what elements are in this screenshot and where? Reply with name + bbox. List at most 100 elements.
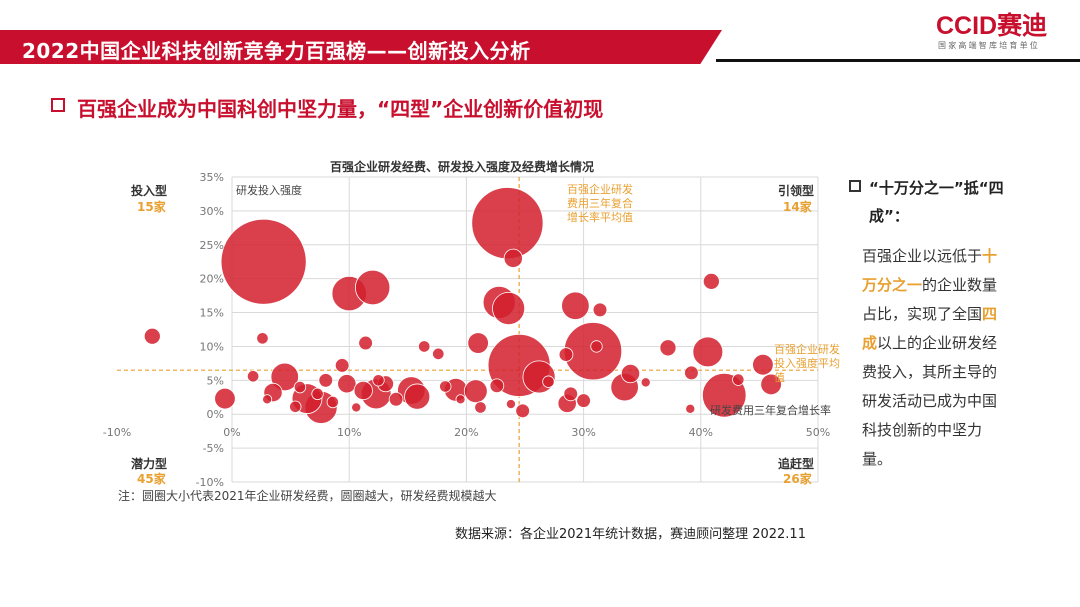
bubble-point — [311, 387, 324, 401]
quadrant-bottom-left-label: 潜力型 — [131, 457, 168, 471]
quadrant-bottom-right-count: 26家 — [783, 472, 812, 486]
header-band — [0, 30, 722, 64]
quadrant-top-right-count: 14家 — [783, 200, 812, 214]
bubble-point — [692, 336, 724, 368]
panel-title: “十万分之一”抵“四成”： — [869, 179, 1004, 225]
quadrant-top-left-label: 投入型 — [131, 184, 168, 198]
bubble-point — [337, 374, 357, 394]
panel-bullet-icon — [849, 180, 861, 192]
data-source: 数据来源：各企业2021年统计数据，赛迪顾问整理 2022.11 — [455, 527, 806, 542]
ccid-logo: CCID赛迪 — [936, 12, 1048, 40]
quadrant-top-right-label: 引领型 — [778, 184, 815, 198]
bubble-point — [256, 332, 269, 345]
bubble-point — [685, 403, 696, 414]
bubble-point — [702, 272, 720, 290]
x-mean-label: 百强企业研发费用三年复合增长率平均值 — [567, 183, 633, 224]
bubble-point — [358, 335, 373, 351]
section-title: 百强企业成为中国科创中坚力量，“四型”企业创新价值初现 — [77, 97, 604, 121]
quadrant-bottom-right-label: 追赶型 — [778, 457, 815, 471]
bubble-point — [684, 365, 699, 381]
bubble-point — [752, 353, 774, 376]
y-tick-label: 20% — [200, 273, 224, 286]
chart-note: 注：圆圈大小代表2021年企业研发经费，圆圈越大，研发经费规模越大 — [118, 489, 497, 503]
y-tick-label: 10% — [200, 340, 224, 353]
bubble-point — [220, 218, 307, 305]
header-divider — [716, 59, 1080, 62]
bubble-point — [492, 291, 526, 325]
bubble-point — [732, 373, 745, 386]
bubble-point — [372, 374, 385, 387]
x-tick-label: 50% — [806, 426, 830, 439]
x-tick-label: 40% — [689, 426, 713, 439]
panel-text-1: 百强企业以远低于 — [862, 247, 983, 265]
y-axis-note: 研发投入强度 — [236, 184, 302, 197]
panel-highlight-1: 十万分之一 — [862, 247, 998, 294]
x-tick-label: -10% — [103, 426, 131, 439]
bubble-point — [439, 380, 452, 393]
bubble-point — [576, 393, 591, 408]
bubble-point — [592, 302, 608, 318]
chart-ticks: -10% -5% 0% 5% 10% 15% 20% 25% 30% 35% -10% 0% 10% 20… — [103, 171, 830, 489]
bubble-point — [471, 187, 544, 260]
bubble-point — [620, 363, 641, 384]
bubble-point — [561, 291, 590, 320]
panel-text-3: 以上的企业研发经费投入，其所主导的研发活动已成为中国科技创新的中坚力量。 — [862, 334, 998, 468]
x-tick-label: 10% — [337, 426, 361, 439]
y-tick-label: 0% — [207, 408, 224, 421]
bubble-point — [354, 269, 391, 306]
chart-title: 百强企业研发经费、研发投入强度及经费增长情况 — [330, 160, 595, 174]
y-tick-label: -10% — [196, 476, 224, 489]
bubble-point — [515, 403, 530, 419]
bubble-point — [760, 373, 782, 396]
bubble-point — [388, 392, 404, 407]
bubble-point — [542, 375, 555, 388]
panel-highlight-2: 四成 — [862, 305, 998, 352]
y-tick-label: 25% — [200, 239, 224, 252]
bubble-point — [293, 380, 307, 394]
page-title: 2022中国企业科技创新竞争力百强榜——创新投入分析 — [22, 39, 531, 63]
bubble-point — [590, 340, 603, 353]
bubble-point — [289, 400, 302, 413]
bubble-point — [503, 248, 523, 268]
bubble-point — [659, 339, 677, 357]
bubble-point — [353, 380, 373, 401]
bubble-point — [246, 370, 260, 383]
bubble-point — [351, 402, 362, 413]
x-axis-note: 研发费用三年复合增长率 — [710, 404, 831, 417]
section-bullet-icon — [51, 98, 65, 112]
bubble-point — [214, 387, 236, 410]
bubble-point — [455, 394, 466, 405]
x-tick-label: 20% — [454, 426, 478, 439]
bubble-point — [334, 358, 350, 373]
chart-bubbles — [143, 187, 782, 424]
bubble-point — [563, 386, 579, 402]
bubble-point — [489, 378, 505, 394]
bubble-point — [432, 347, 445, 361]
bubble-point — [463, 379, 488, 404]
bubble-point — [143, 327, 161, 345]
bubble-point — [318, 373, 334, 388]
quadrant-bottom-left-count: 45家 — [137, 472, 166, 486]
bubble-point — [404, 383, 431, 410]
quadrant-top-left-count: 15家 — [137, 200, 166, 214]
y-tick-label: -5% — [203, 442, 224, 455]
bubble-point — [418, 340, 431, 353]
y-mean-label: 百强企业研发投入强度平均值 — [774, 343, 840, 384]
bubble-point — [474, 401, 487, 414]
x-tick-label: 0% — [223, 426, 240, 439]
panel-body: 百强企业以远低于十万分之一的企业数量占比，实现了全国四成以上的企业研发经费投入，… — [862, 242, 1002, 474]
bubble-point — [558, 347, 574, 362]
bubble-point — [640, 377, 651, 388]
y-tick-label: 30% — [200, 205, 224, 218]
bubble-point — [262, 394, 273, 405]
bubble-point — [505, 399, 516, 410]
bubble-point — [467, 332, 489, 354]
bubble-point — [270, 362, 299, 392]
bubble-point — [326, 395, 339, 409]
x-tick-label: 30% — [571, 426, 595, 439]
y-tick-label: 15% — [200, 307, 224, 320]
logo-subtitle: 国家高端智库培育单位 — [938, 41, 1040, 50]
y-tick-label: 5% — [207, 374, 224, 387]
panel-text-2: 的企业数量占比，实现了全国 — [862, 276, 998, 323]
